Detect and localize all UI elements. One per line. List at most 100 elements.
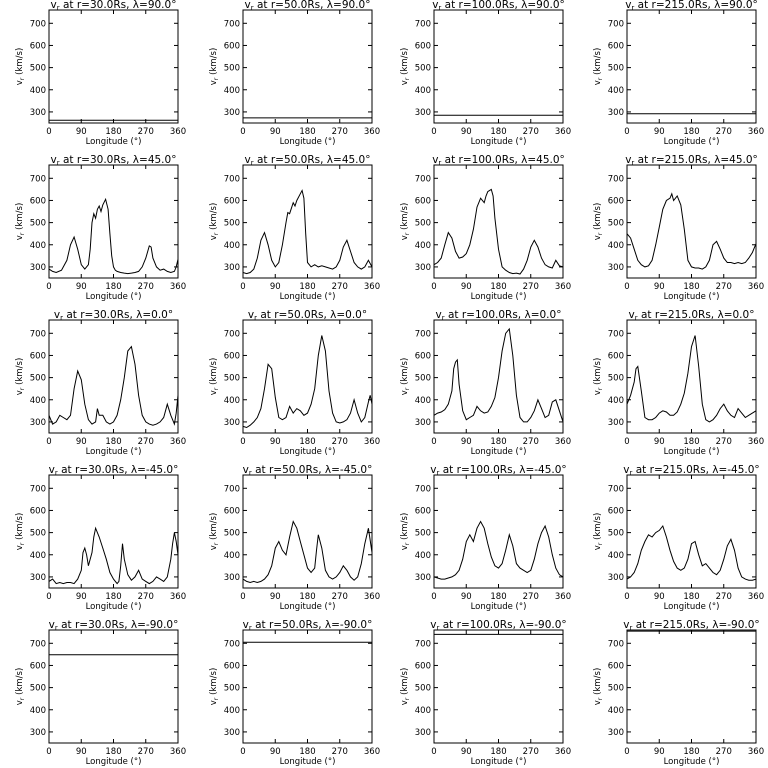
y-axis-label: vr (km/s) [209,513,220,551]
plot-frame [626,319,757,434]
y-tick-label: 400 [608,551,624,561]
y-tick-label: 300 [415,573,431,583]
panel-3: vr at r=100.0Rs, λ=90.0° 0 90 180 270 360 300 4… [400,0,571,147]
x-tick-label: 90 [76,282,87,292]
x-tick-label: 0 [624,747,629,757]
x-axis-label: Longitude (°) [664,447,720,457]
panel-19: vr at r=100.0Rs, λ=-90.0° 0 90 180 270 360 300… [400,619,571,767]
y-tick-label: 600 [224,41,240,51]
plot-frame [626,164,757,279]
y-tick-label: 300 [608,263,624,273]
panel-9: vr at r=30.0Rs, λ=0.0° 0 90 180 270 360 300 400… [15,309,186,457]
x-tick-label: 270 [716,747,732,757]
x-tick-label: 270 [523,437,539,447]
panel-18: vr at r=50.0Rs, λ=-90.0° 0 90 180 270 360 300 4… [209,619,380,767]
x-axis-label: Longitude (°) [280,292,336,302]
x-tick-label: 180 [105,127,121,137]
x-tick-label: 90 [461,747,472,757]
x-tick-label: 360 [364,747,380,757]
series-line [626,192,757,270]
y-tick-label: 500 [224,684,240,694]
x-axis-label: Longitude (°) [280,447,336,457]
y-tick-label: 700 [30,174,46,184]
x-tick-label: 180 [105,282,121,292]
y-tick-label: 300 [224,573,240,583]
plot-frame [626,474,757,589]
y-axis-label: vr (km/s) [400,358,411,396]
x-tick-label: 360 [555,282,571,292]
x-axis-label: Longitude (°) [471,137,527,147]
y-tick-label: 300 [608,728,624,738]
y-tick-label: 400 [224,706,240,716]
y-tick-label: 700 [608,174,624,184]
x-tick-label: 90 [461,282,472,292]
panel-8: vr at r=215.0Rs, λ=45.0° 0 90 180 270 360 300 4… [593,154,764,302]
panel-14: vr at r=50.0Rs, λ=-45.0° 0 90 180 270 360 300 4… [209,464,380,612]
x-axis-label: Longitude (°) [664,757,720,767]
x-tick-label: 360 [555,592,571,602]
x-axis-label: Longitude (°) [471,447,527,457]
x-tick-label: 360 [748,592,764,602]
panel-17: vr at r=30.0Rs, λ=-90.0° 0 90 180 270 360 300 4… [15,619,186,767]
panel-title: vr at r=215.0Rs, λ=-90.0° [623,619,759,632]
y-tick-label: 300 [415,418,431,428]
panel-2: vr at r=50.0Rs, λ=90.0° 0 90 180 270 360 300 40… [209,0,380,147]
x-tick-label: 270 [523,747,539,757]
y-tick-label: 400 [224,396,240,406]
y-tick-label: 500 [608,374,624,384]
y-axis-label: vr (km/s) [209,203,220,241]
series-line [433,520,564,580]
y-tick-label: 400 [415,241,431,251]
y-tick-label: 700 [415,174,431,184]
x-tick-label: 360 [748,282,764,292]
panel-title: vr at r=215.0Rs, λ=90.0° [625,0,758,12]
panel-4: vr at r=215.0Rs, λ=90.0° 0 90 180 270 360 300 4… [593,0,764,147]
panel-title: vr at r=50.0Rs, λ=45.0° [245,154,371,167]
y-tick-label: 700 [224,639,240,649]
x-tick-label: 90 [461,592,472,602]
y-tick-label: 300 [415,108,431,118]
x-tick-label: 90 [654,592,665,602]
y-tick-label: 300 [608,418,624,428]
x-tick-label: 0 [46,282,51,292]
panel-10: vr at r=50.0Rs, λ=0.0° 0 90 180 270 360 300 400… [209,309,380,457]
y-tick-label: 500 [30,684,46,694]
x-tick-label: 90 [76,592,87,602]
x-tick-label: 90 [654,282,665,292]
x-axis-label: Longitude (°) [664,602,720,612]
x-tick-label: 180 [683,127,699,137]
x-tick-label: 360 [170,127,186,137]
y-axis-label: vr (km/s) [593,513,604,551]
x-tick-label: 180 [490,127,506,137]
y-tick-label: 700 [30,329,46,339]
panel-title: vr at r=100.0Rs, λ=-90.0° [430,619,566,632]
x-tick-label: 270 [138,747,154,757]
panel-title: vr at r=30.0Rs, λ=90.0° [51,0,177,12]
y-tick-label: 400 [608,396,624,406]
x-tick-label: 360 [364,437,380,447]
x-tick-label: 180 [490,747,506,757]
y-axis-label: vr (km/s) [593,48,604,86]
x-tick-label: 0 [431,747,436,757]
y-tick-label: 700 [608,19,624,29]
x-tick-label: 90 [461,437,472,447]
x-tick-label: 180 [105,592,121,602]
x-tick-label: 0 [624,592,629,602]
x-axis-label: Longitude (°) [471,292,527,302]
x-tick-label: 180 [299,127,315,137]
y-tick-label: 500 [608,64,624,74]
y-tick-label: 400 [415,706,431,716]
y-tick-label: 600 [608,41,624,51]
y-axis-label: vr (km/s) [15,48,26,86]
y-tick-label: 700 [608,329,624,339]
y-tick-label: 700 [30,19,46,29]
y-tick-label: 600 [608,196,624,206]
y-axis-label: vr (km/s) [209,358,220,396]
y-axis-label: vr (km/s) [400,513,411,551]
x-tick-label: 90 [76,747,87,757]
y-axis-label: vr (km/s) [400,203,411,241]
x-tick-label: 180 [299,592,315,602]
panel-title: vr at r=30.0Rs, λ=-90.0° [49,619,179,632]
x-tick-label: 180 [683,282,699,292]
series-line [433,188,564,275]
